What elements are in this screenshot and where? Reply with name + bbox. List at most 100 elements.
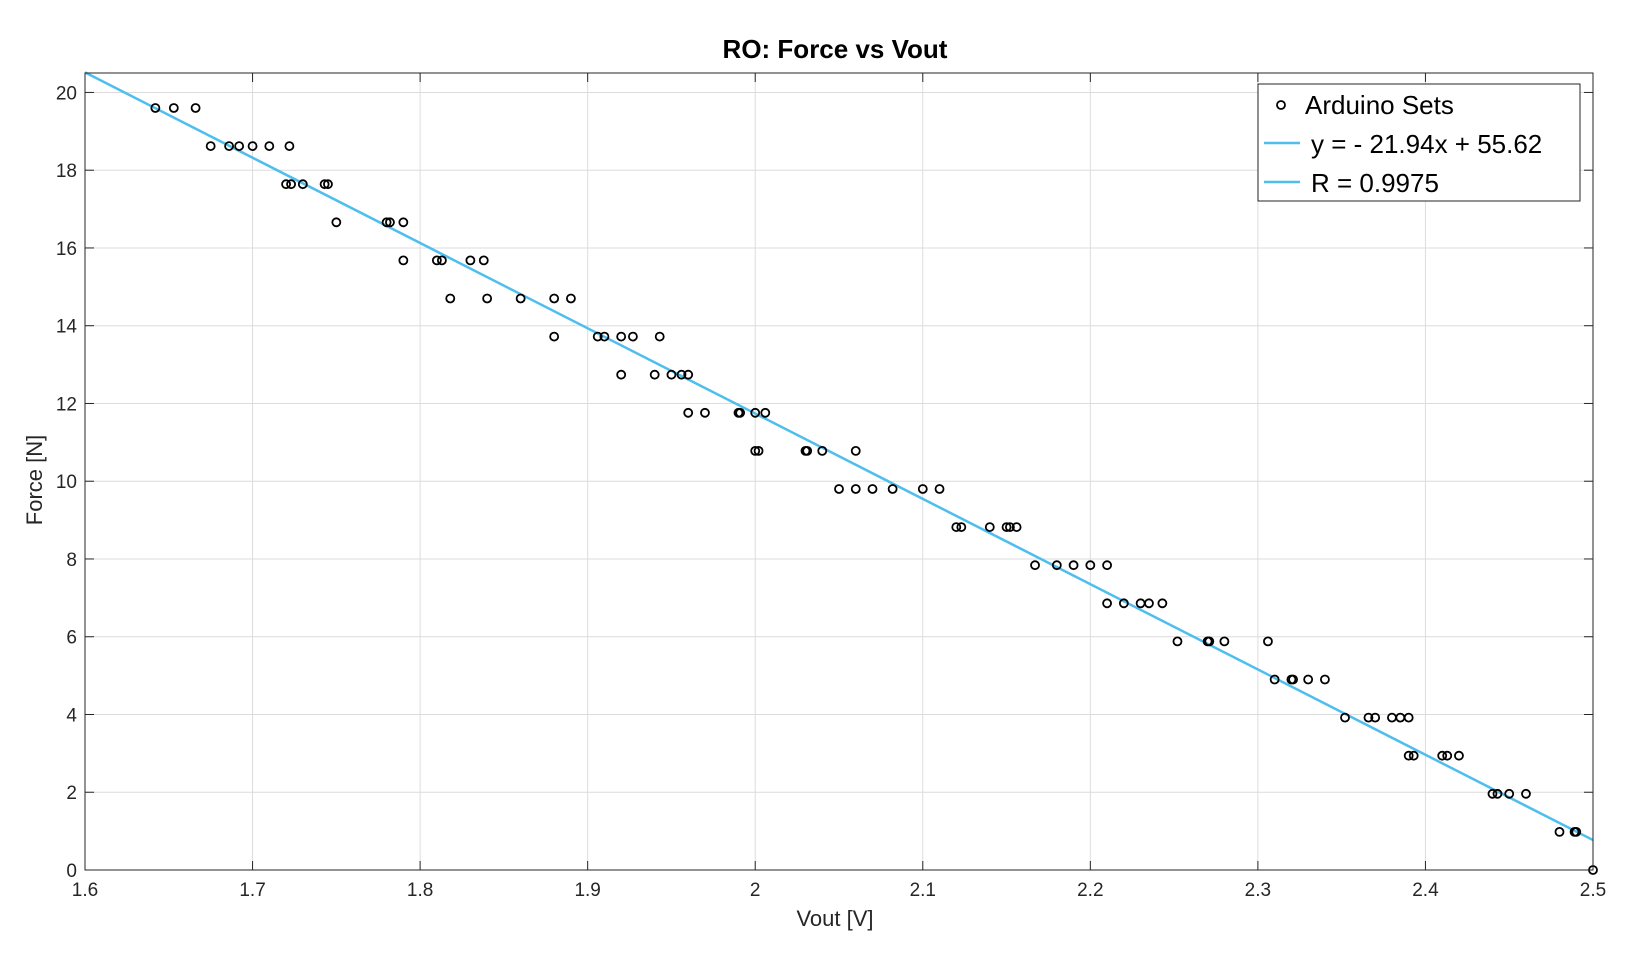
- y-tick-label: 12: [56, 394, 77, 415]
- data-point: [264, 141, 275, 151]
- data-point: [1492, 788, 1503, 799]
- data-point: [1571, 826, 1582, 837]
- data-point: [760, 407, 771, 418]
- data-point: [478, 255, 489, 266]
- data-point: [1102, 598, 1112, 609]
- data-point: [284, 141, 295, 151]
- data-point: [566, 293, 576, 304]
- data-point: [381, 217, 392, 228]
- data-point: [1172, 636, 1183, 647]
- data-point: [286, 179, 296, 190]
- data-point: [934, 484, 945, 494]
- data-point: [1030, 560, 1040, 571]
- x-tick-label: 2.2: [1077, 880, 1103, 901]
- data-point: [436, 255, 447, 266]
- data-point: [205, 141, 216, 151]
- plot-frame: [84, 72, 1594, 871]
- data-point: [398, 217, 409, 228]
- data-point: [1263, 636, 1273, 647]
- data-point: [1204, 636, 1215, 647]
- legend-entry-scatter: Arduino Sets: [1305, 90, 1454, 120]
- data-point: [1085, 560, 1096, 571]
- data-point: [628, 331, 638, 342]
- y-tick-label: 6: [66, 628, 77, 649]
- grid-lines: [84, 73, 1594, 871]
- data-point: [1403, 750, 1414, 761]
- data-point: [616, 331, 627, 342]
- axis-ticks: 1.6 1.7 1.8 1.9 2 2.1 2.2 2.3 2.4 2.5 0 2 4 6 8 10 12 14 1…: [56, 73, 1606, 901]
- x-tick-label: 2.1: [910, 880, 936, 901]
- data-point: [649, 369, 660, 380]
- data-point: [802, 445, 813, 456]
- data-point: [917, 484, 928, 494]
- data-point: [750, 445, 761, 456]
- data-point: [599, 331, 610, 342]
- data-point: [331, 217, 342, 228]
- data-point: [753, 445, 764, 456]
- data-point: [465, 255, 476, 266]
- x-tick-label: 2.5: [1580, 880, 1606, 901]
- data-point: [1001, 522, 1012, 532]
- data-point: [1320, 674, 1330, 685]
- data-point: [482, 293, 493, 304]
- data-point: [398, 255, 409, 266]
- data-point: [190, 103, 201, 113]
- data-point: [1269, 674, 1280, 685]
- data-point: [616, 369, 627, 380]
- data-point: [549, 331, 560, 342]
- y-tick-label: 20: [56, 83, 77, 104]
- data-point: [1011, 522, 1022, 532]
- data-point: [666, 369, 677, 380]
- data-point: [281, 179, 291, 190]
- x-tick-label: 1.8: [407, 880, 433, 901]
- data-point: [549, 293, 560, 304]
- data-point: [1288, 674, 1298, 685]
- data-point: [867, 484, 878, 494]
- data-point: [676, 369, 687, 380]
- data-point: [956, 522, 967, 532]
- data-point: [1118, 598, 1129, 609]
- data-point: [1454, 750, 1464, 761]
- x-tick-label: 1.6: [72, 880, 98, 901]
- data-point: [654, 331, 665, 342]
- data-point: [817, 445, 828, 456]
- y-tick-label: 4: [66, 705, 77, 726]
- y-axis-label: Force [N]: [22, 435, 47, 525]
- data-point: [168, 103, 179, 113]
- data-point: [887, 484, 898, 494]
- data-point: [1157, 598, 1168, 609]
- fit-line: [84, 71, 1594, 842]
- data-point: [445, 293, 456, 304]
- data-point: [319, 179, 330, 190]
- legend-entry-fit-equation: y = - 21.94x + 55.62: [1311, 129, 1542, 159]
- x-tick-label: 2: [750, 880, 761, 901]
- data-point: [683, 407, 694, 418]
- legend-marker-scatter: [1276, 100, 1286, 110]
- legend-box: [1257, 83, 1581, 202]
- x-tick-label: 1.9: [574, 880, 600, 901]
- data-point: [247, 141, 258, 151]
- data-point: [150, 103, 161, 113]
- x-tick-label: 2.3: [1245, 880, 1271, 901]
- data-point: [1363, 712, 1374, 723]
- y-tick-label: 14: [56, 317, 78, 338]
- data-point: [385, 217, 395, 228]
- data-point: [1303, 674, 1314, 685]
- data-point: [224, 141, 234, 151]
- data-point: [735, 407, 746, 418]
- data-point: [850, 484, 861, 494]
- x-tick-label: 2.4: [1412, 880, 1439, 901]
- data-point: [1437, 750, 1448, 761]
- x-tick-label: 1.7: [239, 880, 265, 901]
- data-point: [1068, 560, 1079, 571]
- data-point: [1005, 522, 1015, 532]
- data-point: [1408, 750, 1419, 761]
- data-point: [1487, 788, 1498, 799]
- data-point: [700, 407, 710, 418]
- data-point: [1504, 788, 1515, 799]
- data-point: [515, 293, 526, 304]
- data-point: [297, 179, 308, 190]
- data-point: [834, 484, 844, 494]
- y-tick-label: 10: [56, 472, 77, 493]
